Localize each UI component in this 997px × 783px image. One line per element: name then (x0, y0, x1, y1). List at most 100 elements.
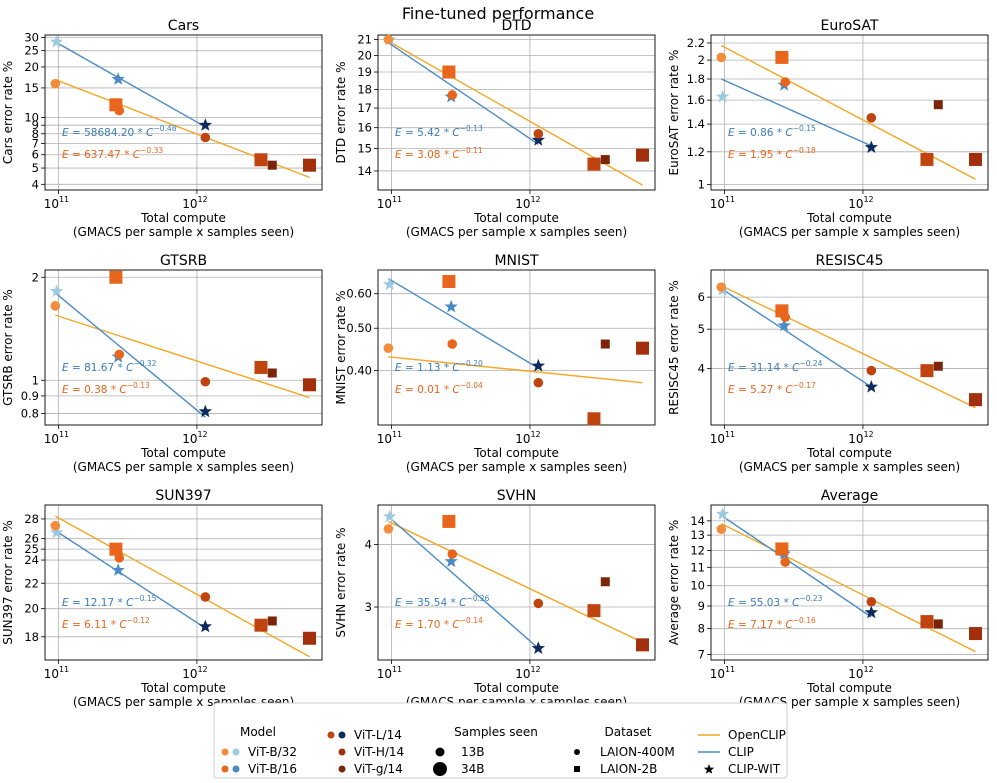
y-axis-label: MNIST error rate % (334, 290, 348, 404)
plot-frame (377, 269, 656, 426)
data-point-vitb32-laion400m (716, 52, 727, 63)
data-point-vitb16-clipwit (111, 72, 125, 85)
data-point-vitb32-clipwit (382, 277, 397, 291)
plot-frame (44, 34, 323, 191)
clip-fit-line (54, 530, 206, 629)
y-tick-label: 1.8 (687, 72, 705, 86)
x-axis-label: Total compute (473, 681, 559, 695)
data-point-vitl14-laion400m (533, 377, 544, 388)
x-axis-sublabel: (GMACS per sample x samples seen) (739, 695, 960, 709)
x-tick-label: 1012 (848, 195, 873, 211)
x-tick-label: 1011 (710, 430, 735, 446)
x-tick-label: 1011 (710, 195, 735, 211)
openclip-fit-line (721, 285, 976, 409)
legend-dataset-header: Dataset (605, 725, 652, 739)
y-tick-label: 13 (690, 528, 705, 542)
y-tick-label: 30 (24, 30, 39, 44)
x-axis-sublabel: (GMACS per sample x samples seen) (73, 225, 294, 239)
clip-fit-line (387, 42, 539, 145)
y-tick-label: 14 (357, 164, 372, 178)
x-axis-sublabel: (GMACS per sample x samples seen) (739, 460, 960, 474)
data-point-vitl14-laion2b (254, 360, 268, 374)
data-point-vitb32-clipwit (49, 525, 64, 539)
openclip-fit-line (54, 515, 310, 658)
legend-samples-34b-marker (433, 762, 447, 776)
data-point-vitb16-laion400m (780, 312, 791, 323)
data-point-vitl14-laion2b (254, 618, 268, 632)
data-point-vith14-laion2b (969, 393, 983, 407)
y-tick-label: 8 (698, 622, 705, 636)
x-axis-label: Total compute (473, 446, 559, 460)
y-tick-label: 4 (365, 538, 372, 552)
data-point-vitb32-clipwit (715, 507, 730, 520)
clip-fit-equation: E = 58684.20 * C−0.48 (62, 124, 177, 139)
data-point-vitg14-laion2b (600, 339, 610, 349)
data-point-vitb32-laion400m (716, 524, 727, 535)
y-tick-label: 1 (32, 373, 39, 387)
clip-fit-equation: E = 55.03 * C−0.23 (728, 594, 823, 609)
clip-fit-line (387, 277, 539, 369)
x-tick-label: 1011 (44, 430, 69, 446)
data-point-vitl14-laion2b (254, 153, 268, 167)
data-point-vitb16-laion2b (442, 65, 456, 79)
y-tick-label: 20 (357, 48, 372, 62)
y-tick-label: 7 (32, 137, 39, 151)
data-point-vitb16-laion2b (775, 542, 789, 556)
data-point-vitl14-clipwit (531, 641, 545, 654)
y-tick-label: 0.9 (21, 389, 39, 403)
data-point-vitl14-laion400m (200, 376, 211, 387)
openclip-fit-equation: E = 5.27 * C−0.17 (728, 381, 816, 396)
data-point-vitl14-laion400m (200, 132, 211, 143)
y-tick-label: 1.4 (687, 117, 705, 131)
x-tick-label: 1012 (182, 195, 207, 211)
y-axis-label: GTSRB error rate % (1, 289, 15, 406)
data-point-vith14-laion2b (636, 638, 650, 652)
x-axis-sublabel: (GMACS per sample x samples seen) (739, 225, 960, 239)
chart-title: Cars (168, 18, 199, 34)
legend-samples-13b-marker (435, 747, 445, 757)
legend-vitg14-marker (338, 765, 346, 773)
legend-vitb16-clip-marker (232, 765, 240, 773)
legend-model-vitb32: ViT-B/32 (248, 745, 297, 759)
legend-dataset-laion400m-marker (574, 749, 580, 755)
clip-fit-equation: E = 1.13 * C−0.20 (395, 359, 483, 374)
y-tick-label: 12 (690, 544, 705, 558)
clip-fit-line (54, 292, 206, 418)
legend-frame (213, 702, 788, 779)
data-point-vitg14-laion2b (933, 619, 943, 629)
openclip-fit-equation: E = 1.70 * C−0.14 (395, 616, 483, 631)
x-tick-label: 1011 (377, 195, 402, 211)
data-point-vitb32-clipwit (49, 284, 64, 297)
y-axis-label: SVHN error rate % (334, 527, 348, 637)
x-tick-label: 1012 (515, 195, 540, 211)
data-point-vitl14-laion400m (866, 596, 877, 607)
y-tick-label: 25 (24, 44, 39, 58)
data-point-vith14-laion2b (303, 631, 317, 645)
data-point-vitb32-laion400m (50, 301, 61, 311)
x-tick-label: 1011 (377, 665, 402, 681)
x-tick-label: 1012 (515, 430, 540, 446)
data-point-vitl14-clipwit (864, 140, 878, 153)
legend-samples-34b: 34B (461, 762, 485, 776)
data-point-vitg14-laion2b (267, 160, 277, 170)
data-point-vitl14-clipwit (198, 619, 212, 633)
x-axis-label: Total compute (473, 211, 559, 225)
data-point-vitl14-laion2b (587, 157, 601, 171)
x-axis-sublabel: (GMACS per sample x samples seen) (73, 460, 294, 474)
legend-model-vith14: ViT-H/14 (354, 745, 404, 759)
chart-title: SVHN (497, 488, 536, 504)
y-tick-label: 18 (24, 630, 39, 644)
clip-fit-equation: E = 12.17 * C−0.15 (62, 594, 157, 609)
x-axis-label: Total compute (806, 681, 892, 695)
legend-line-clip: CLIP (728, 745, 754, 759)
x-axis-label: Total compute (140, 446, 226, 460)
plot-frame (377, 504, 656, 661)
legend-dataset-clipwit: CLIP-WIT (728, 762, 781, 776)
data-point-vitb16-clipwit (444, 299, 458, 313)
y-tick-label: 17 (357, 101, 372, 115)
openclip-fit-equation: E = 1.95 * C−0.18 (728, 146, 816, 161)
y-tick-label: 5 (32, 161, 39, 175)
data-point-vitl14-laion2b (920, 364, 934, 378)
data-point-vitl14-laion400m (866, 365, 877, 376)
legend-vitl14-clip-marker (338, 731, 346, 739)
